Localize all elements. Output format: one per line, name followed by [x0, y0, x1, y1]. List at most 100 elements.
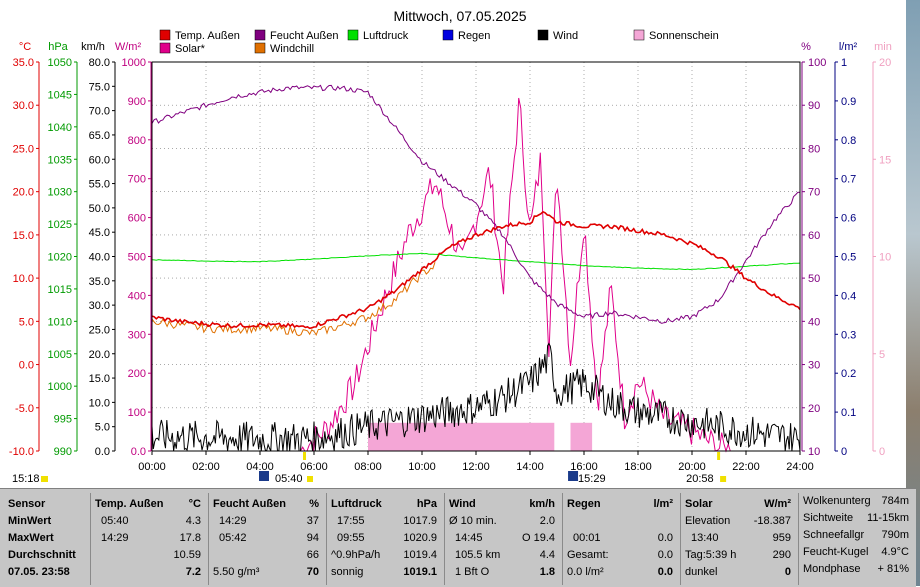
tick-label-temp: 35.0	[13, 57, 34, 69]
tick-label-pressure: 995	[54, 414, 72, 426]
solar-elevation-value: -18.387	[753, 515, 791, 527]
tick-label-rain: 0.4	[841, 290, 856, 302]
legend-swatch	[159, 29, 171, 41]
tick-label-rain: 0.5	[841, 252, 856, 264]
stats-wind: Wind km/h Ø 10 min. 2.0 14:45 O 19.4 105…	[444, 493, 559, 585]
x-tick-label: 06:00	[300, 461, 328, 473]
wind-mean-value: 4.4	[539, 549, 555, 561]
press-forecast: sonnig	[331, 566, 364, 578]
series-line	[151, 84, 801, 324]
tick-label-rain: 0.3	[841, 329, 856, 341]
tick-label-wind: 5.0	[95, 422, 110, 434]
tick-label-wind: 30.0	[89, 300, 110, 312]
extra-label-4: Mondphase	[803, 563, 861, 575]
tick-label-pressure: 1045	[48, 89, 72, 101]
tick-label-hum: 40	[808, 316, 820, 328]
extra-label-1: Sichtweite	[803, 512, 854, 524]
tick-label-pressure: 1010	[48, 316, 72, 328]
rain-unit: l/m²	[653, 498, 673, 510]
tick-label-wind: 60.0	[89, 154, 110, 166]
tick-label-hum: 90	[808, 100, 820, 112]
row-label-current: 07.05. 23:58	[8, 566, 70, 578]
hum-current-value: 70	[306, 566, 319, 578]
tick-label-wind: 35.0	[89, 276, 110, 288]
sunshine-bar	[570, 422, 593, 451]
x-axis-ticks: 00:00 02:00 04:00 06:00 08:00 10:00 12:00 14:00…	[138, 451, 814, 473]
axis-unit-solar: W/m²	[115, 41, 142, 53]
series-line	[151, 262, 436, 337]
tick-label-solar: 700	[128, 174, 146, 186]
solar-avg-value: 290	[772, 549, 791, 561]
axis-ticks: 35.030.025.020.015.010.05.00.0-5.0-10.01…	[9, 57, 891, 458]
series-lines	[151, 84, 801, 453]
tick-label-pressure: 1040	[48, 122, 72, 134]
solar-max-value: 959	[772, 532, 791, 544]
tick-label-sun: 0	[879, 446, 885, 458]
hum-min-time: 14:29	[219, 515, 247, 527]
temp-max-time: 14:29	[101, 532, 129, 544]
extra-value-0: 784m	[881, 495, 909, 507]
x-tick-label: 16:00	[570, 461, 598, 473]
legend-swatch	[537, 29, 549, 41]
tick-label-wind: 25.0	[89, 324, 110, 336]
tick-label-sun: 5	[879, 349, 885, 361]
wind-current-value: 1.8	[539, 566, 555, 578]
sensor-header: Sensor	[8, 498, 46, 510]
tick-label-rain: 0.9	[841, 96, 856, 108]
moonset-label: 15:29	[578, 473, 606, 485]
press-unit: hPa	[416, 498, 437, 510]
hum-max-time: 05:42	[219, 532, 247, 544]
legend-label: Luftdruck	[363, 30, 409, 42]
hum-avg-value: 66	[306, 549, 319, 561]
solar-header: Solar	[685, 498, 713, 510]
extra-label-2: Schneefallgr	[803, 529, 865, 541]
rain-max-value: 0.0	[657, 532, 673, 544]
tick-label-pressure: 1025	[48, 219, 72, 231]
stats-sensor: Sensor MinWert MaxWert Durchschnitt 07.0…	[4, 493, 86, 585]
stats-panel: Sensor MinWert MaxWert Durchschnitt 07.0…	[0, 488, 916, 587]
tick-label-rain: 0.7	[841, 174, 856, 186]
temp-min-value: 4.3	[185, 515, 201, 527]
tick-label-wind: 75.0	[89, 81, 110, 93]
rain-header: Regen	[567, 498, 601, 510]
tick-label-sun: 10	[879, 252, 891, 264]
axis-unit-temp: °C	[19, 41, 31, 53]
moonrise-label: 15:18	[12, 473, 40, 485]
tick-label-hum: 70	[808, 187, 820, 199]
legend-label: Temp. Außen	[175, 30, 240, 42]
x-tick-label: 12:00	[462, 461, 490, 473]
sunrise-tick	[303, 452, 306, 460]
x-tick-label: 18:00	[624, 461, 652, 473]
tick-label-wind: 20.0	[89, 349, 110, 361]
extra-value-4: + 81%	[877, 563, 910, 575]
stats-solar: Solar W/m² Elevation -18.387 13:40 959 T…	[680, 493, 795, 585]
tick-label-solar: 100	[128, 407, 146, 419]
tick-label-wind: 0.0	[95, 446, 110, 458]
chart-legend: Temp. Außen Feucht Außen Luftdruck Regen Win…	[159, 29, 719, 55]
row-label-max: MaxWert	[8, 532, 54, 544]
hum-max-value: 94	[306, 532, 319, 544]
tick-label-wind: 10.0	[89, 397, 110, 409]
x-tick-label: 14:00	[516, 461, 544, 473]
x-tick-label: 04:00	[246, 461, 274, 473]
axis-unit-hum: %	[801, 41, 811, 53]
press-current-value: 1019.1	[403, 566, 437, 578]
tick-label-solar: 600	[128, 213, 146, 225]
weather-chart: Mittwoch, 07.05.2025 Temp. Außen Feucht A…	[9, 8, 892, 485]
solar-max-time: 13:40	[691, 532, 719, 544]
legend-label: Solar*	[175, 43, 206, 55]
wind-max-value: O 19.4	[521, 532, 555, 544]
tick-label-temp: -5.0	[15, 403, 34, 415]
tick-label-temp: 30.0	[13, 100, 34, 112]
tick-label-pressure: 1035	[48, 154, 72, 166]
stats-humidity: Feucht Außen % 14:29 37 05:42 94 66 5.50…	[208, 493, 323, 585]
axis-unit-sun: min	[874, 41, 892, 53]
tick-label-hum: 20	[808, 403, 820, 415]
legend-swatch	[633, 29, 645, 41]
moon-icon	[41, 476, 48, 482]
extra-value-1: 11-15km	[867, 512, 909, 524]
tick-label-solar: 400	[128, 290, 146, 302]
solar-daylength: Tag:5:39 h	[685, 549, 737, 561]
tick-label-wind: 40.0	[89, 252, 110, 264]
x-tick-label: 08:00	[354, 461, 382, 473]
